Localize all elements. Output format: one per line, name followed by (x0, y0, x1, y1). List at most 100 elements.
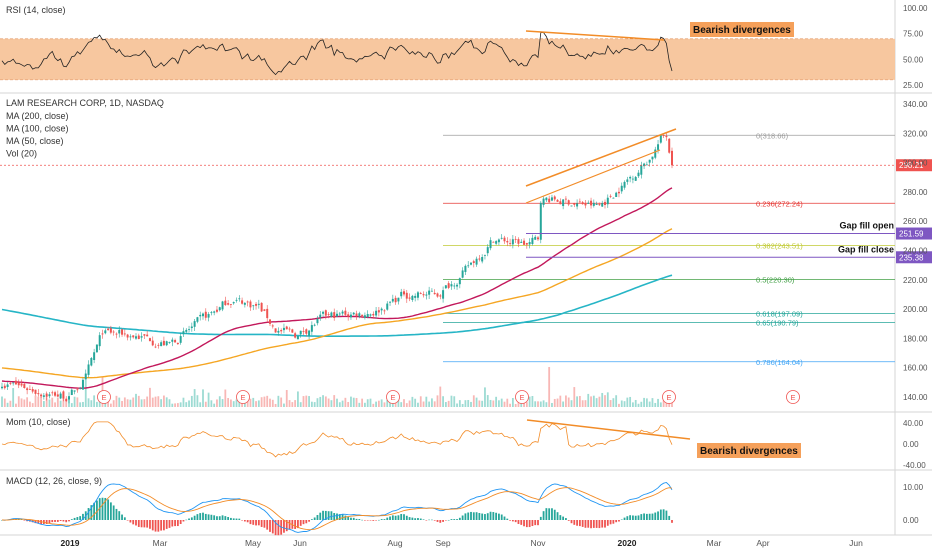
volume-bar (299, 402, 302, 407)
candle-body (126, 334, 129, 338)
candle-body (394, 297, 397, 303)
candle-body (548, 198, 551, 203)
volume-bar (629, 396, 632, 407)
candle-body (347, 314, 350, 317)
volume-bar (42, 401, 45, 407)
macd-histogram-bar (372, 520, 375, 521)
macd-histogram-bar (196, 514, 199, 520)
macd-histogram-bar (37, 520, 40, 524)
candle-body (40, 394, 43, 397)
candle-body (349, 314, 352, 318)
candle-body (500, 237, 503, 239)
macd-histogram-bar (394, 515, 397, 520)
volume-bar (556, 398, 559, 407)
candle-body (617, 191, 620, 194)
earnings-marker-label: E (666, 393, 671, 402)
volume-bar (230, 399, 232, 407)
momentum-line (1, 421, 673, 458)
momentum-panel: Mom (10, close) 40.00 0.00 -40.00 Bearish … (1, 417, 926, 470)
macd-histogram-bar (623, 517, 626, 520)
volume-bar (377, 400, 380, 407)
macd-histogram-bar (269, 520, 271, 532)
macd-histogram-bar (288, 520, 291, 530)
rsi-band (0, 38, 895, 80)
candle-body (623, 181, 626, 188)
macd-histogram-bar (383, 519, 386, 520)
volume-bar (20, 398, 23, 407)
volume-bar (29, 401, 31, 407)
candle-body (308, 330, 311, 336)
volume-bar (366, 399, 369, 407)
volume-bar (592, 395, 595, 407)
candle-body (539, 202, 542, 240)
macd-histogram-bar (364, 520, 366, 521)
volume-bar (534, 401, 537, 407)
candle-body (497, 239, 500, 243)
volume-bar (417, 402, 419, 407)
candle-body (327, 314, 330, 316)
candle-body (137, 335, 140, 340)
volume-bar (202, 389, 204, 407)
macd-histogram-bar (403, 514, 405, 520)
volume-bar (76, 397, 79, 407)
volume-bar (492, 400, 495, 407)
macd-histogram-bar (503, 516, 506, 520)
volume-bar (456, 403, 458, 407)
volume-bar (598, 396, 601, 407)
macd-histogram-bar (179, 520, 182, 524)
candle-body (266, 308, 269, 319)
volume-bar (634, 399, 637, 407)
candle-body (534, 236, 537, 240)
candle-body (567, 200, 570, 205)
candle-body (129, 336, 132, 338)
macd-histogram-bar (578, 520, 581, 527)
candle-body (416, 292, 419, 298)
volume-bar (305, 395, 308, 407)
macd-histogram-bar (489, 511, 492, 520)
macd-histogram-bar (442, 520, 444, 522)
candle-body (475, 258, 478, 265)
volume-bar (70, 403, 73, 407)
candle-body (28, 389, 31, 390)
candle-body (101, 333, 104, 335)
macd-histogram-bar (419, 518, 422, 520)
candle-body (310, 325, 313, 332)
macd-histogram-bar (171, 520, 174, 527)
volume-bar (601, 392, 604, 407)
candle-body (165, 341, 168, 346)
volume-bar (428, 401, 431, 407)
volume-bar (539, 401, 542, 407)
fib-level-label: 0.618(197.09) (756, 309, 803, 318)
volume-bar (347, 401, 350, 407)
gap-price-text: 235.38 (899, 253, 924, 262)
candle-body (12, 382, 15, 384)
macd-histogram-bar (539, 516, 542, 520)
candle-body (470, 262, 472, 265)
volume-bar (179, 402, 182, 407)
macd-histogram-bar (157, 520, 160, 532)
candle-body (146, 334, 149, 337)
macd-tick-label: 10.00 (903, 483, 924, 492)
volume-bar (573, 387, 576, 407)
candle-body (556, 199, 559, 202)
volume-bar (227, 398, 230, 407)
volume-bar (235, 399, 238, 407)
price-tick-label: 300.00 (903, 159, 928, 168)
macd-histogram-bar (514, 520, 517, 523)
candle-body (299, 330, 302, 335)
macd-histogram-bar (542, 511, 545, 520)
volume-bar (291, 402, 294, 407)
candle-body (104, 330, 107, 334)
volume-bar (62, 396, 65, 407)
candle-body (79, 387, 82, 389)
volume-bar (372, 403, 375, 407)
candle-body (17, 382, 20, 386)
volume-bar (129, 399, 132, 407)
volume-bar (137, 395, 140, 407)
macd-histogram-bar (252, 520, 255, 525)
macd-histogram-bar (93, 502, 96, 520)
price-tick-label: 160.00 (903, 364, 928, 373)
macd-histogram-bar (129, 520, 132, 523)
volume-bar (361, 398, 364, 407)
fib-level-label: 0(318.66) (756, 131, 789, 140)
